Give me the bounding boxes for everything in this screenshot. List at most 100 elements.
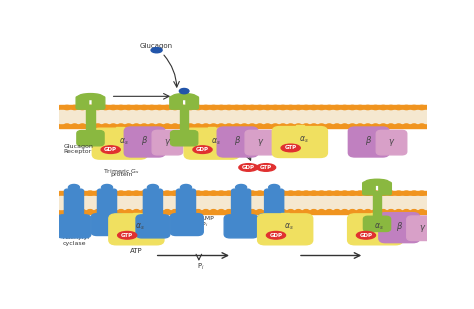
FancyBboxPatch shape	[264, 189, 284, 224]
Circle shape	[287, 124, 294, 128]
Bar	[208, 127, 215, 134]
Text: γ: γ	[165, 137, 170, 146]
Text: Trimeric G$_s$: Trimeric G$_s$	[103, 167, 140, 176]
Circle shape	[64, 191, 70, 195]
Circle shape	[226, 105, 232, 110]
Circle shape	[164, 124, 171, 128]
Circle shape	[380, 124, 387, 128]
Circle shape	[172, 124, 178, 128]
Circle shape	[110, 105, 117, 110]
Circle shape	[72, 210, 78, 214]
Circle shape	[395, 105, 402, 110]
Circle shape	[218, 105, 225, 110]
FancyBboxPatch shape	[143, 189, 163, 224]
FancyBboxPatch shape	[376, 130, 407, 155]
Circle shape	[187, 105, 194, 110]
FancyBboxPatch shape	[364, 216, 391, 231]
Text: Adenylyl
cyclase: Adenylyl cyclase	[63, 235, 90, 246]
Circle shape	[241, 210, 248, 214]
Circle shape	[233, 105, 240, 110]
FancyBboxPatch shape	[98, 189, 117, 224]
Circle shape	[249, 105, 255, 110]
Circle shape	[210, 191, 217, 195]
Circle shape	[249, 191, 255, 195]
Text: Glucagon: Glucagon	[140, 43, 173, 49]
Circle shape	[310, 210, 317, 214]
Circle shape	[156, 105, 163, 110]
Text: GDP: GDP	[104, 147, 117, 152]
Circle shape	[141, 191, 147, 195]
Circle shape	[326, 105, 333, 110]
Bar	[59, 124, 427, 128]
Circle shape	[303, 191, 310, 195]
Bar	[282, 213, 289, 220]
Circle shape	[411, 124, 418, 128]
Circle shape	[210, 124, 217, 128]
FancyBboxPatch shape	[57, 215, 91, 238]
FancyBboxPatch shape	[348, 127, 389, 157]
Circle shape	[341, 191, 348, 195]
Circle shape	[256, 105, 263, 110]
FancyBboxPatch shape	[152, 130, 182, 155]
Text: GDP: GDP	[196, 147, 209, 152]
Circle shape	[403, 210, 410, 214]
Bar	[116, 127, 124, 134]
Circle shape	[403, 105, 410, 110]
Text: GDP: GDP	[242, 165, 255, 170]
Circle shape	[318, 105, 325, 110]
Circle shape	[419, 105, 425, 110]
Text: γ: γ	[389, 137, 394, 146]
Circle shape	[118, 210, 124, 214]
Bar	[59, 105, 427, 110]
Circle shape	[419, 210, 425, 214]
Circle shape	[310, 105, 317, 110]
Circle shape	[341, 124, 348, 128]
Text: $\alpha_s$: $\alpha_s$	[118, 136, 128, 146]
Circle shape	[372, 191, 379, 195]
Circle shape	[357, 105, 364, 110]
Text: ATP: ATP	[130, 248, 143, 254]
Circle shape	[280, 191, 286, 195]
Circle shape	[272, 210, 279, 214]
Circle shape	[118, 124, 124, 128]
Text: $\alpha_s$: $\alpha_s$	[374, 222, 383, 232]
Ellipse shape	[193, 146, 212, 154]
Circle shape	[241, 124, 248, 128]
Ellipse shape	[239, 164, 258, 171]
Circle shape	[365, 210, 371, 214]
Ellipse shape	[101, 146, 120, 154]
Circle shape	[310, 191, 317, 195]
Ellipse shape	[256, 164, 275, 171]
FancyBboxPatch shape	[257, 214, 313, 245]
Circle shape	[233, 124, 240, 128]
Bar	[86, 105, 94, 134]
Circle shape	[125, 191, 132, 195]
Circle shape	[334, 210, 340, 214]
FancyBboxPatch shape	[92, 128, 147, 159]
Circle shape	[179, 210, 186, 214]
Circle shape	[118, 191, 124, 195]
Text: γ: γ	[258, 137, 263, 146]
Circle shape	[241, 105, 248, 110]
Bar	[180, 105, 188, 134]
Circle shape	[272, 105, 279, 110]
Circle shape	[372, 124, 379, 128]
Circle shape	[403, 191, 410, 195]
Circle shape	[380, 210, 387, 214]
Ellipse shape	[365, 179, 389, 185]
Circle shape	[372, 105, 379, 110]
Circle shape	[287, 105, 294, 110]
Circle shape	[349, 191, 356, 195]
Circle shape	[133, 124, 140, 128]
Circle shape	[125, 210, 132, 214]
FancyBboxPatch shape	[171, 131, 198, 146]
Text: $\alpha_s$: $\alpha_s$	[210, 136, 220, 146]
Circle shape	[295, 105, 301, 110]
FancyBboxPatch shape	[170, 214, 203, 235]
Circle shape	[419, 191, 425, 195]
Text: β: β	[141, 136, 146, 145]
Text: GDP: GDP	[270, 233, 283, 238]
Bar	[59, 110, 427, 124]
Circle shape	[102, 191, 109, 195]
Bar	[59, 191, 427, 196]
